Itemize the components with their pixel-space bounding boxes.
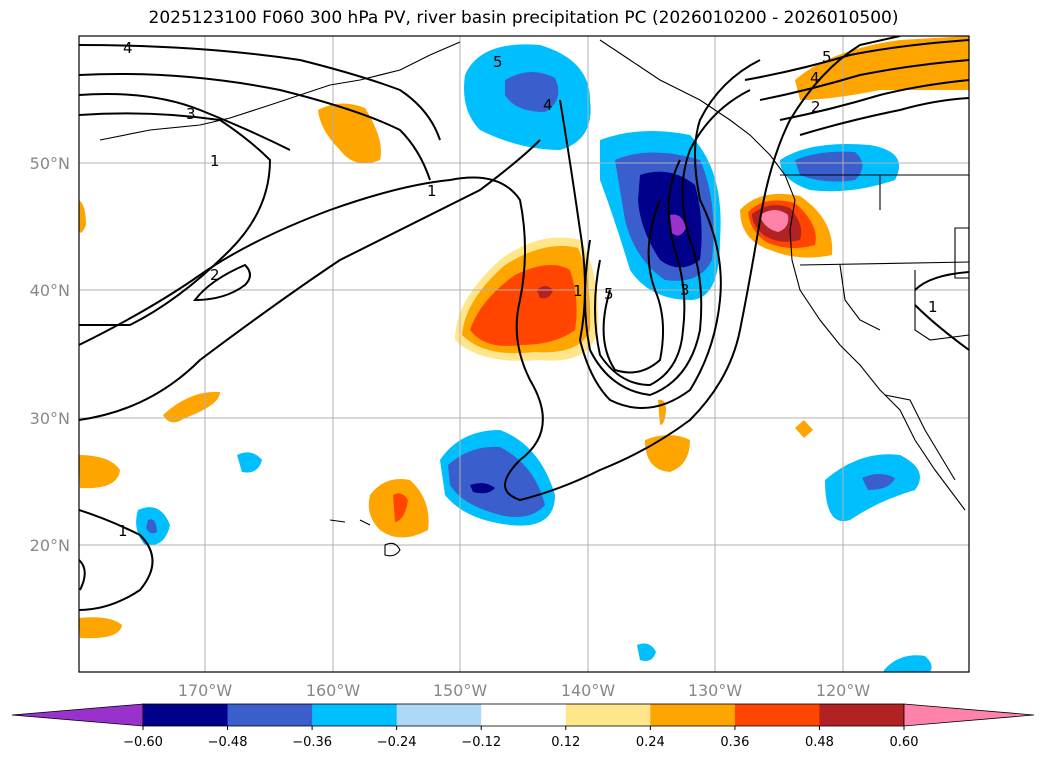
colorbar: −0.60 −0.48 −0.36 −0.24 −0.12 0.12 0.24 0.36 0.4… (11, 703, 1035, 750)
map-title: 2025123100 F060 300 hPa PV, river basin … (148, 8, 899, 28)
lon-label-150w: 150°W (433, 681, 488, 700)
colorbar-right-extend (903, 703, 1035, 727)
colorbar-segment (734, 704, 820, 726)
contour-label: 1 (573, 282, 583, 300)
contour-label: 1 (118, 522, 128, 540)
lat-label-20n: 20°N (30, 536, 70, 555)
contour-label: 2 (811, 98, 821, 116)
lon-label-160w: 160°W (306, 681, 361, 700)
colorbar-segment (565, 704, 651, 726)
contour-label: 4 (123, 39, 133, 57)
lon-label-120w: 120°W (816, 681, 871, 700)
colorbar-left-extend (11, 703, 144, 727)
pv-contours (79, 36, 969, 611)
lon-label-170w: 170°W (178, 681, 233, 700)
colorbar-tick-label: −0.24 (377, 735, 417, 750)
colorbar-tick-label: −0.36 (292, 735, 332, 750)
colorbar-segment (819, 704, 905, 726)
colorbar-tick-label: 0.36 (720, 735, 749, 750)
plot-frame (78, 35, 970, 673)
colorbar-segment (312, 704, 398, 726)
colorbar-segment (481, 704, 567, 726)
contour-label: 1 (427, 182, 437, 200)
contour-label: 4 (543, 96, 553, 114)
colorbar-tick-label: 0.60 (890, 735, 919, 750)
shaded-anomalies (79, 36, 969, 672)
lon-label-130w: 130°W (688, 681, 743, 700)
colorbar-segment (227, 704, 313, 726)
contour-label: 5 (822, 48, 832, 66)
contour-label: 3 (186, 105, 196, 123)
colorbar-tick-label: 0.24 (636, 735, 665, 750)
contour-label: 2 (210, 266, 220, 284)
colorbar-tick-label: 0.12 (551, 735, 580, 750)
colorbar-segment (396, 704, 482, 726)
colorbar-tick-label: −0.60 (123, 735, 163, 750)
contour-label: 4 (810, 69, 820, 87)
contour-label: 3 (680, 281, 690, 299)
contour-label: 1 (210, 152, 220, 170)
colorbar-tick-label: −0.48 (208, 735, 248, 750)
lat-label-50n: 50°N (30, 154, 70, 173)
colorbar-tick-label: 0.48 (805, 735, 834, 750)
colorbar-segment (650, 704, 736, 726)
lat-label-30n: 30°N (30, 409, 70, 428)
contour-label: 1 (928, 298, 938, 316)
colorbar-segment (143, 704, 229, 726)
colorbar-tick-label: −0.12 (461, 735, 501, 750)
lon-label-140w: 140°W (561, 681, 616, 700)
graticule (79, 36, 969, 672)
lat-label-40n: 40°N (30, 281, 70, 300)
contour-label: 5 (493, 53, 503, 71)
contour-labels: 4 3 1 1 2 5 4 1 5 3 5 4 2 1 1 (118, 39, 938, 540)
contour-label: 5 (604, 285, 614, 303)
